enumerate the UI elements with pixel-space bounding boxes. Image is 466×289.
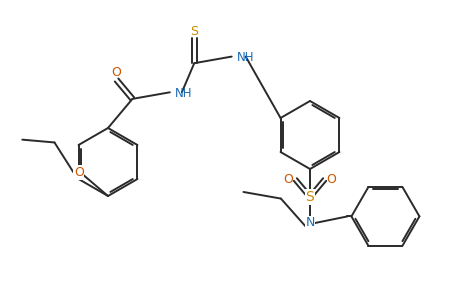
Text: O: O [327, 173, 336, 186]
Text: NH: NH [175, 87, 192, 100]
Text: NH: NH [237, 51, 254, 64]
Text: S: S [306, 190, 315, 204]
Text: O: O [283, 173, 293, 186]
Text: O: O [74, 166, 84, 179]
Text: N: N [305, 216, 315, 229]
Text: O: O [112, 66, 122, 79]
Text: S: S [190, 25, 198, 38]
